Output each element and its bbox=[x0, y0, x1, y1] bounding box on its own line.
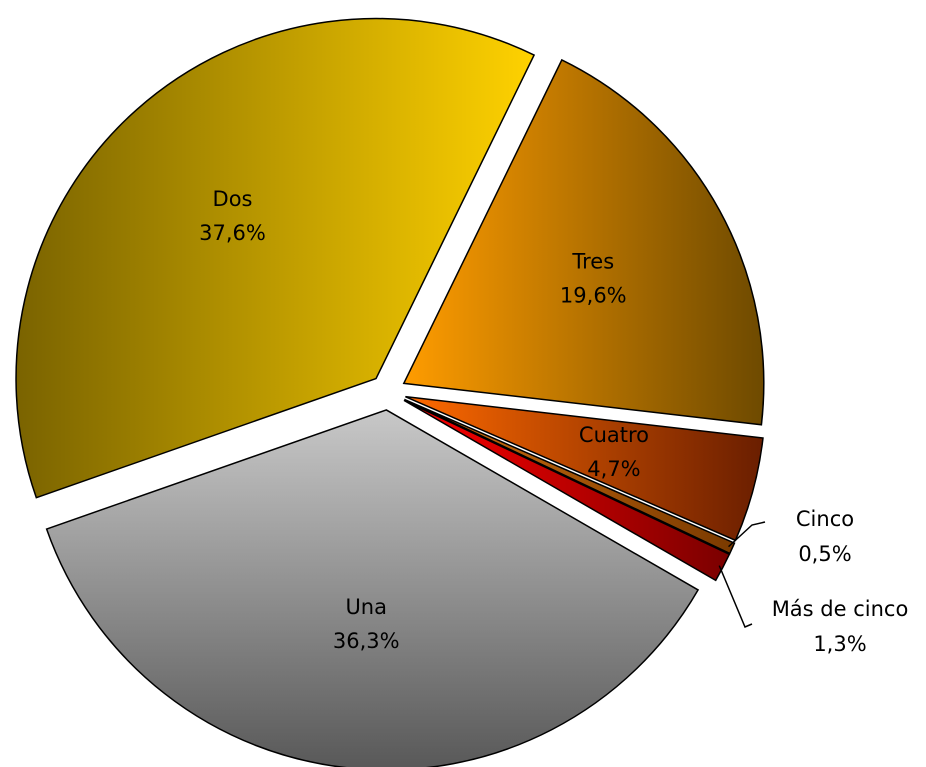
slice-label: Tres bbox=[571, 250, 614, 274]
slice-label: Dos bbox=[213, 187, 253, 211]
value-label: 19,6% bbox=[560, 284, 627, 308]
pie-slice bbox=[45, 409, 700, 767]
pie-slice bbox=[402, 58, 765, 426]
value-label: 37,6% bbox=[199, 221, 266, 245]
leader-line bbox=[718, 565, 753, 628]
leader-line bbox=[728, 521, 766, 548]
value-label: 1,3% bbox=[813, 632, 866, 656]
slice-label: Más de cinco bbox=[772, 597, 909, 621]
slice-label: Una bbox=[345, 595, 387, 619]
value-label: 0,5% bbox=[798, 542, 851, 566]
pie-slice bbox=[15, 17, 536, 499]
value-label: 4,7% bbox=[587, 457, 640, 481]
pie-slice bbox=[404, 398, 736, 555]
value-label: 36,3% bbox=[333, 629, 400, 653]
slice-label: Cuatro bbox=[579, 423, 649, 447]
slice-label: Cinco bbox=[796, 507, 854, 531]
pie-slice bbox=[403, 399, 731, 582]
